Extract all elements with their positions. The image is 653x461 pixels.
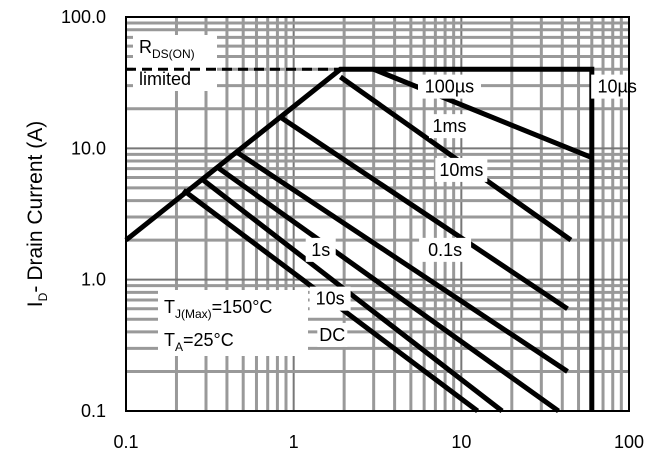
curve-label-1s: 1s (311, 240, 330, 260)
tj-value: =150°C (212, 297, 273, 317)
curve-label-bg-1ms (428, 114, 470, 139)
curve-label-bg-DC (317, 322, 348, 347)
ta-subscript: A (175, 340, 183, 354)
curve-label-bg-0.1s (419, 237, 472, 262)
curve-label-bg-10s (309, 286, 351, 311)
curve-label-10µs: 10µs (597, 77, 636, 97)
ta-value: =25°C (183, 330, 234, 350)
tj-symbol: T (164, 297, 175, 317)
rds-subscript: DS(ON) (152, 47, 195, 61)
soa-curves (124, 66, 595, 414)
rds-limited-label: limited (139, 69, 191, 89)
curve-label-10ms: 10ms (439, 160, 483, 180)
curve-label-bg-100µs (417, 74, 481, 99)
x-tick-label: 100 (614, 432, 644, 452)
y-axis-label-symbol: I (24, 301, 47, 307)
plot-frame (125, 16, 630, 412)
rds-symbol: R (139, 37, 152, 57)
x-tick-label: 1 (289, 432, 299, 452)
y-tick-label: 100.0 (61, 7, 106, 27)
soa-curve-10s (199, 176, 504, 413)
curve-label-DC: DC (319, 325, 345, 345)
tick-labels: 0.1 1 10 100 100.0 10.0 1.0 0.1 (61, 7, 644, 452)
tj-subscript: J(Max) (175, 307, 212, 321)
curve-label-0.1s: 0.1s (428, 240, 462, 260)
y-tick-label: 10.0 (71, 138, 106, 158)
curve-label-bg-1s (305, 237, 336, 262)
soa-curve-0.1s (234, 149, 569, 374)
soa-curve-100µs (372, 66, 593, 160)
y-axis-label-text: Drain Current (A) (24, 121, 47, 281)
curve-label-10s: 10s (316, 289, 345, 309)
svg-text:TA=25°C: TA=25°C (164, 330, 234, 354)
curve-label-bg-10µs (591, 74, 644, 99)
rds-on-annotation: RDS(ON) limited (133, 35, 217, 91)
soa-curve-10µs (124, 66, 595, 411)
y-axis-label: ID- Drain Current (A) (24, 121, 50, 307)
y-tick-label: 1.0 (81, 270, 106, 290)
temperature-annotation: TJ(Max)=150°C TA=25°C (158, 290, 308, 356)
curve-label-1ms: 1ms (432, 116, 466, 136)
soa-curve-10ms (280, 116, 569, 311)
curve-label-100µs: 100µs (425, 77, 474, 97)
y-axis-label-separator: - (24, 286, 47, 293)
chart-grid (126, 17, 629, 411)
ta-symbol: T (164, 330, 175, 350)
x-tick-label: 0.1 (113, 432, 138, 452)
curve-label-bg-10ms (435, 157, 488, 182)
y-tick-label: 0.1 (81, 401, 106, 421)
x-tick-label: 10 (451, 432, 471, 452)
svg-text:TJ(Max)=150°C: TJ(Max)=150°C (164, 297, 272, 321)
y-axis-label-subscript: D (36, 292, 50, 301)
svg-text:RDS(ON): RDS(ON) (139, 37, 195, 61)
curve-label-group: 10µs 100µs 1ms 10ms 0.1s 1s 10s DC (305, 74, 644, 347)
soa-curve-1s (215, 165, 560, 414)
